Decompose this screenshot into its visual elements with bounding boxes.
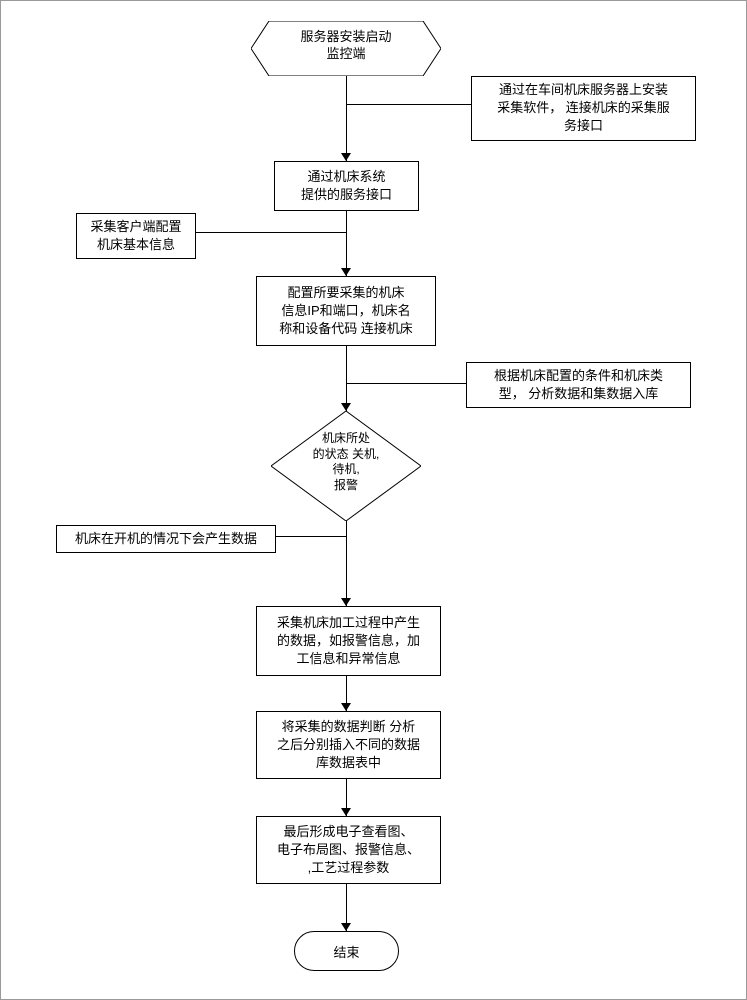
annotation-client-config: 采集客户端配置机床基本信息 (76, 213, 196, 259)
annotation-poweron-data: 机床在开机的情况下会产生数据 (56, 525, 276, 553)
box-collect-data: 采集机床加工过程中产生的数据，如报警信息，加工信息和异常信息 (256, 606, 441, 676)
connector-arrow (341, 268, 351, 276)
decision-machine-state (271, 411, 421, 521)
connector-line (346, 521, 347, 606)
start-hexagon (251, 21, 441, 76)
connector-arrow (341, 403, 351, 411)
flowchart-canvas: 服务器安装启动监控端 通过在车间机床服务器上安装采集软件， 连接机床的采集服务接… (0, 0, 747, 1000)
connector-arrow (341, 703, 351, 711)
connector-arrow (341, 808, 351, 816)
annotation-install-software: 通过在车间机床服务器上安装采集软件， 连接机床的采集服务接口 (471, 76, 696, 141)
connector-arrow (341, 598, 351, 606)
box-outputs: 最后形成电子查看图、电子布局图、报警信息、,工艺过程参数 (256, 816, 441, 884)
box-insert-db: 将采集的数据判断 分析之后分别插入不同的数据库数据表中 (256, 711, 441, 779)
elbow-line (346, 104, 471, 105)
elbow-line (346, 383, 466, 384)
elbow-line (276, 536, 346, 537)
annotation-analyze-store: 根据机床配置的条件和机床类型， 分析数据和集数据入库 (466, 362, 691, 408)
connector-line (346, 346, 347, 411)
box-configure-machine: 配置所要采集的机床信息IP和端口，机床名称和设备代码 连接机床 (256, 276, 436, 346)
connector-arrow (341, 923, 351, 931)
connector-line (346, 211, 347, 276)
box-service-interface: 通过机床系统提供的服务接口 (274, 161, 419, 211)
connector-arrow (341, 153, 351, 161)
elbow-line (196, 232, 346, 233)
end-terminator-label: 结束 (333, 942, 359, 961)
end-terminator: 结束 (294, 931, 399, 971)
connector-line (346, 76, 347, 161)
